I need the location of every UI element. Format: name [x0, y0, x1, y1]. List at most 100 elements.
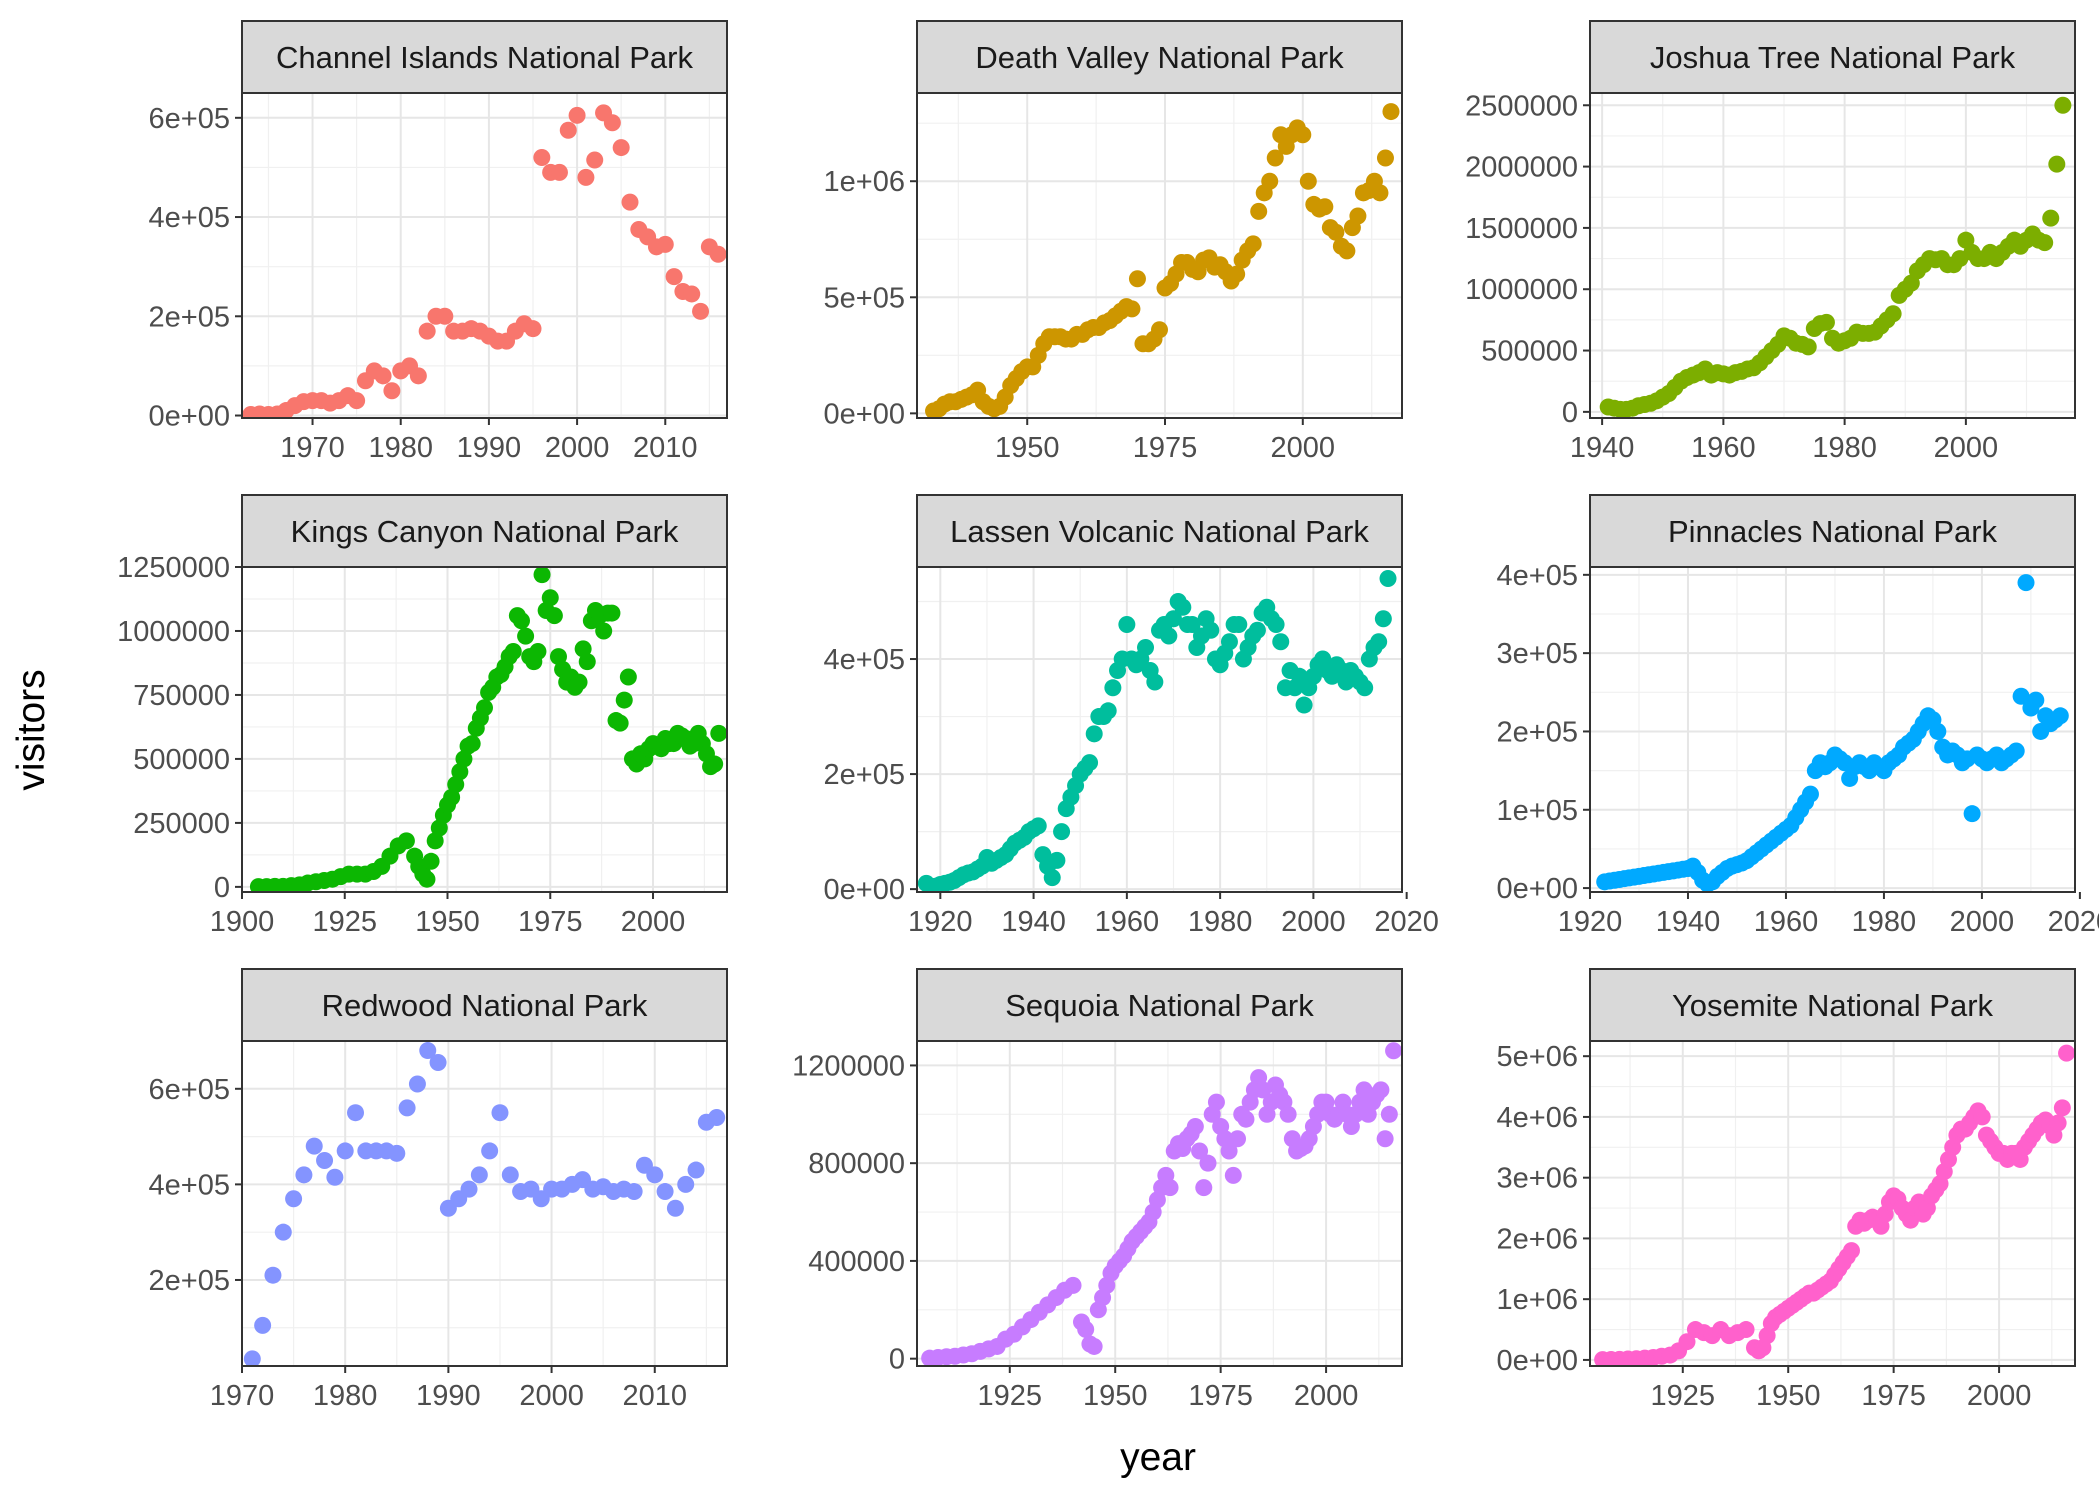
y-tick-label: 0e+00	[1497, 873, 1578, 905]
data-point	[504, 642, 522, 660]
facet-panel: Lassen Volcanic National Park 1920 1940 196…	[824, 494, 1439, 938]
x-tick-label: 1975	[1188, 1380, 1253, 1412]
data-point	[612, 139, 630, 157]
data-point	[1290, 667, 1308, 685]
data-point	[1370, 633, 1388, 651]
data-point	[2027, 691, 2045, 709]
data-point	[559, 121, 577, 139]
panel-border	[916, 92, 1403, 419]
data-point	[1338, 242, 1356, 260]
data-point	[1043, 869, 1061, 887]
gridlines	[1590, 1041, 2075, 1366]
y-tick-label: 4e+05	[1497, 560, 1578, 592]
data-point	[615, 691, 633, 709]
data-point	[625, 1183, 643, 1201]
data-point	[285, 1190, 303, 1208]
data-point	[1224, 1166, 1242, 1184]
facet-strip-title: Joshua Tree National Park	[1650, 40, 2016, 75]
data-point	[1029, 817, 1047, 835]
panel-background	[917, 567, 1402, 892]
data-point	[1327, 223, 1345, 241]
data-point	[419, 1042, 437, 1060]
data-point	[491, 1104, 509, 1122]
x-tick-label: 2000	[1950, 906, 2015, 938]
data-point	[1272, 633, 1290, 651]
y-tick-label: 0	[214, 872, 230, 904]
data-point	[1678, 1333, 1696, 1351]
data-point	[706, 755, 724, 773]
facet-strip-title: Lassen Volcanic National Park	[950, 514, 1369, 549]
data-point	[460, 1180, 478, 1198]
data-point	[1244, 235, 1262, 253]
data-point	[383, 382, 401, 400]
facet-panel: Pinnacles National Park 1920 1940 1960 1980 2…	[1497, 494, 2099, 938]
facet-strip-title: Channel Islands National Park	[276, 40, 694, 75]
data-point	[1048, 851, 1066, 869]
data-point	[254, 1316, 272, 1334]
facet-strip	[241, 20, 728, 94]
y-tick-label: 0e+00	[1497, 1345, 1578, 1377]
panel-background	[242, 93, 727, 418]
panel-border	[241, 566, 728, 893]
x-tick-label: 1940	[1656, 906, 1721, 938]
data-point	[1801, 785, 1819, 803]
data-point	[1164, 610, 1182, 628]
y-tick-label: 3e+05	[1497, 638, 1578, 670]
data-point	[1220, 633, 1238, 651]
x-tick-label: 1950	[1756, 1380, 1821, 1412]
y-tick-label: 1e+06	[1497, 1284, 1578, 1316]
x-tick-label: 2010	[633, 432, 698, 464]
data-point	[418, 322, 436, 340]
facet-panel: Redwood National Park 1970 1980 1990 2000 201…	[149, 968, 728, 1412]
panel-border	[1589, 1040, 2076, 1367]
facet-strip-title: Kings Canyon National Park	[291, 514, 679, 549]
facet-strip	[1589, 20, 2076, 94]
data-point	[619, 668, 637, 686]
x-tick-label: 1990	[416, 1380, 481, 1412]
data-point	[570, 673, 588, 691]
y-tick-label: 2000000	[1465, 152, 1578, 184]
data-point	[1199, 1154, 1217, 1172]
data-point	[501, 1166, 519, 1184]
data-point	[274, 1223, 292, 1241]
data-point	[1229, 1130, 1247, 1148]
x-tick-label: 1975	[1861, 1380, 1926, 1412]
data-point	[1842, 1242, 1860, 1260]
data-point	[1817, 313, 1835, 331]
data-point	[545, 607, 563, 625]
data-point	[2051, 707, 2069, 725]
data-points	[249, 567, 727, 892]
x-tick-label: 1975	[1133, 432, 1198, 464]
x-tick-label: 2000	[519, 1380, 584, 1412]
panel-background	[917, 93, 1402, 418]
y-tick-label: 1000000	[1465, 274, 1578, 306]
x-tick-label: 2020	[1374, 906, 1439, 938]
data-point	[1186, 1118, 1204, 1136]
data-point	[1973, 1108, 1991, 1126]
data-point	[1195, 1179, 1213, 1197]
data-points	[925, 103, 1400, 418]
data-point	[1161, 1179, 1179, 1197]
facet-strip	[916, 20, 1403, 94]
data-points	[1596, 574, 2069, 892]
data-point	[348, 392, 366, 410]
gridlines	[242, 93, 727, 418]
data-points	[242, 104, 727, 418]
data-point	[481, 1142, 499, 1160]
y-tick-label: 500000	[133, 744, 230, 776]
data-point	[1261, 172, 1279, 190]
panel-border	[241, 1040, 728, 1367]
data-point	[1064, 1276, 1082, 1294]
data-point	[1380, 1105, 1398, 1123]
data-point	[1160, 627, 1178, 645]
x-tick-label: 2000	[1281, 906, 1346, 938]
panel-background	[1590, 1041, 2075, 1366]
x-tick-label: 2000	[621, 906, 686, 938]
y-axis-title: visitors	[10, 669, 53, 790]
x-tick-label: 1980	[368, 432, 433, 464]
y-tick-label: 4e+05	[149, 1169, 230, 1201]
data-point	[692, 302, 710, 320]
data-point	[1146, 673, 1164, 691]
data-point	[1174, 598, 1192, 616]
data-point	[455, 750, 473, 768]
